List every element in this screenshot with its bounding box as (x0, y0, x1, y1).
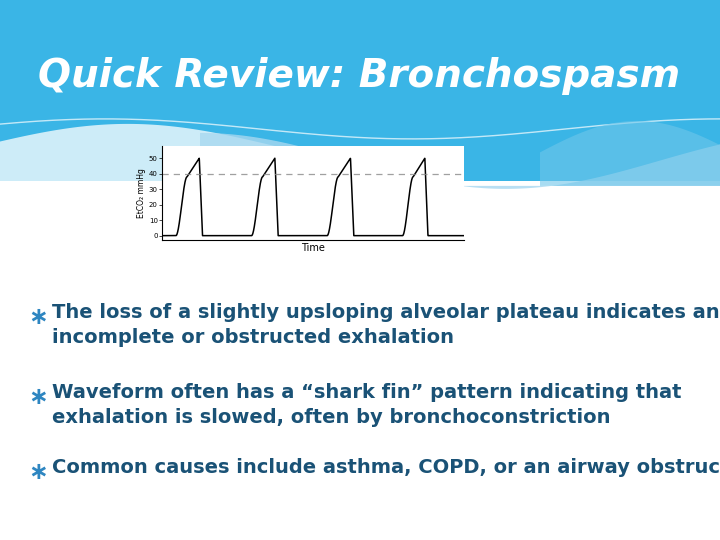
Polygon shape (540, 121, 720, 186)
X-axis label: Time: Time (301, 243, 325, 253)
Text: ∗: ∗ (28, 305, 48, 329)
Text: The loss of a slightly upsloping alveolar plateau indicates an
incomplete or obs: The loss of a slightly upsloping alveola… (52, 303, 719, 347)
Text: Common causes include asthma, COPD, or an airway obstruction: Common causes include asthma, COPD, or a… (52, 458, 720, 477)
Y-axis label: EtCO₂ mmHg: EtCO₂ mmHg (137, 168, 146, 218)
Text: Quick Review: Bronchospasm: Quick Review: Bronchospasm (38, 57, 680, 95)
Text: ∗: ∗ (28, 460, 48, 484)
Polygon shape (0, 124, 450, 186)
Polygon shape (200, 133, 720, 189)
FancyBboxPatch shape (0, 0, 720, 181)
Text: ∗: ∗ (28, 385, 48, 409)
Text: Waveform often has a “shark fin” pattern indicating that
exhalation is slowed, o: Waveform often has a “shark fin” pattern… (52, 383, 682, 427)
